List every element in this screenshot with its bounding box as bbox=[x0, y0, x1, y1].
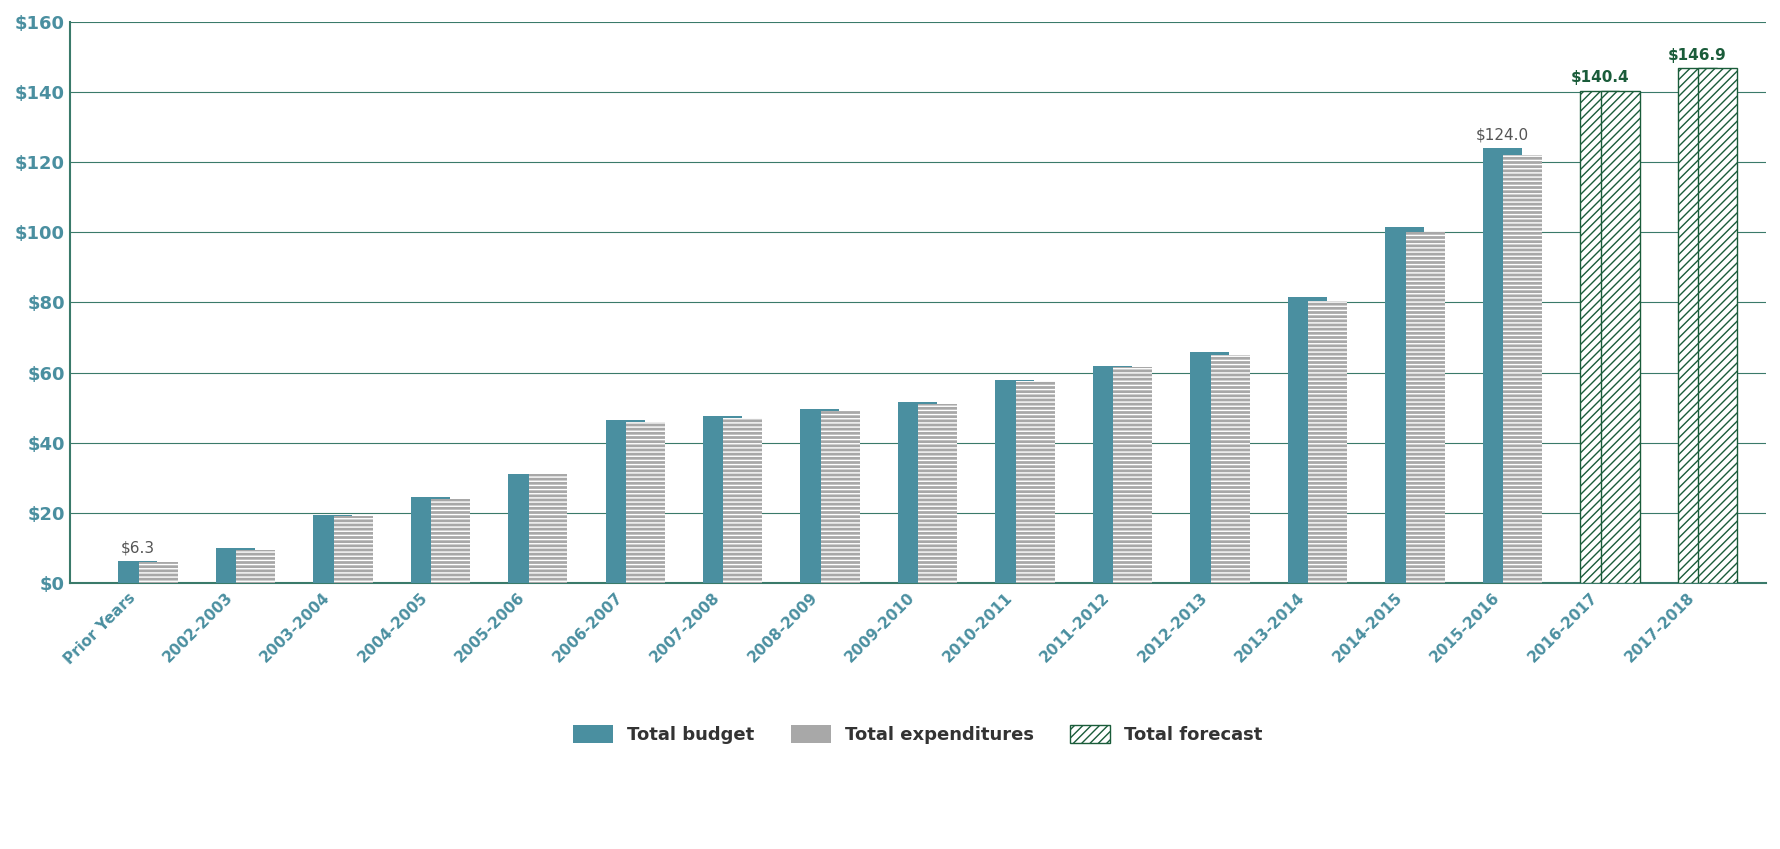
Bar bbox=[1210, 355, 1250, 583]
Text: $6.3: $6.3 bbox=[121, 541, 155, 555]
Bar bbox=[1677, 68, 1716, 583]
Bar bbox=[995, 380, 1034, 583]
Bar bbox=[1502, 155, 1541, 583]
Bar bbox=[1287, 297, 1326, 583]
Bar bbox=[529, 475, 568, 583]
Bar bbox=[897, 402, 936, 583]
Bar bbox=[411, 497, 449, 583]
Bar bbox=[1189, 351, 1228, 583]
Bar bbox=[723, 418, 762, 583]
Bar bbox=[139, 562, 178, 583]
Bar bbox=[1210, 355, 1250, 583]
Bar bbox=[333, 516, 372, 583]
Bar bbox=[1579, 91, 1618, 583]
Bar bbox=[1698, 68, 1736, 583]
Bar bbox=[799, 409, 838, 583]
Legend: Total budget, Total expenditures, Total forecast: Total budget, Total expenditures, Total … bbox=[564, 716, 1271, 753]
Bar bbox=[313, 514, 352, 583]
Bar bbox=[1093, 366, 1132, 583]
Bar bbox=[1015, 381, 1054, 583]
Bar bbox=[821, 411, 860, 583]
Bar bbox=[703, 416, 742, 583]
Bar bbox=[215, 548, 255, 583]
Bar bbox=[529, 475, 568, 583]
Bar bbox=[1502, 155, 1541, 583]
Bar bbox=[1112, 368, 1152, 583]
Bar bbox=[625, 422, 664, 583]
Bar bbox=[1385, 227, 1424, 583]
Bar bbox=[1308, 301, 1347, 583]
Text: $146.9: $146.9 bbox=[1666, 48, 1725, 63]
Bar bbox=[625, 422, 664, 583]
Bar bbox=[507, 475, 546, 583]
Bar bbox=[918, 404, 958, 583]
Bar bbox=[431, 498, 470, 583]
Bar bbox=[333, 516, 372, 583]
Text: $124.0: $124.0 bbox=[1476, 128, 1527, 143]
Bar bbox=[1015, 381, 1054, 583]
Bar bbox=[1308, 301, 1347, 583]
Bar bbox=[1112, 368, 1152, 583]
Bar bbox=[139, 562, 178, 583]
Bar bbox=[1404, 233, 1444, 583]
Text: $140.4: $140.4 bbox=[1570, 70, 1629, 86]
Bar bbox=[237, 549, 274, 583]
Bar bbox=[1600, 91, 1639, 583]
Bar bbox=[605, 420, 644, 583]
Bar bbox=[918, 404, 958, 583]
Bar bbox=[237, 549, 274, 583]
Bar bbox=[117, 561, 157, 583]
Bar bbox=[1483, 149, 1520, 583]
Bar bbox=[1404, 233, 1444, 583]
Bar bbox=[821, 411, 860, 583]
Bar bbox=[723, 418, 762, 583]
Bar bbox=[431, 498, 470, 583]
